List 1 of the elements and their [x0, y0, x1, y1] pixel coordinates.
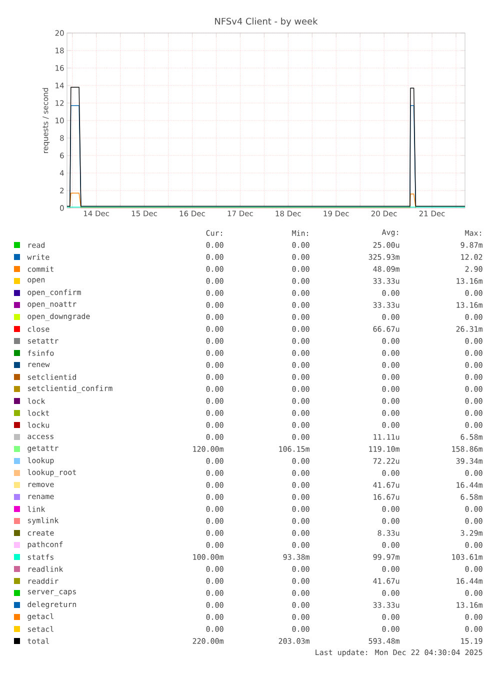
chart-title: NFSv4 Client - by week — [215, 18, 318, 26]
